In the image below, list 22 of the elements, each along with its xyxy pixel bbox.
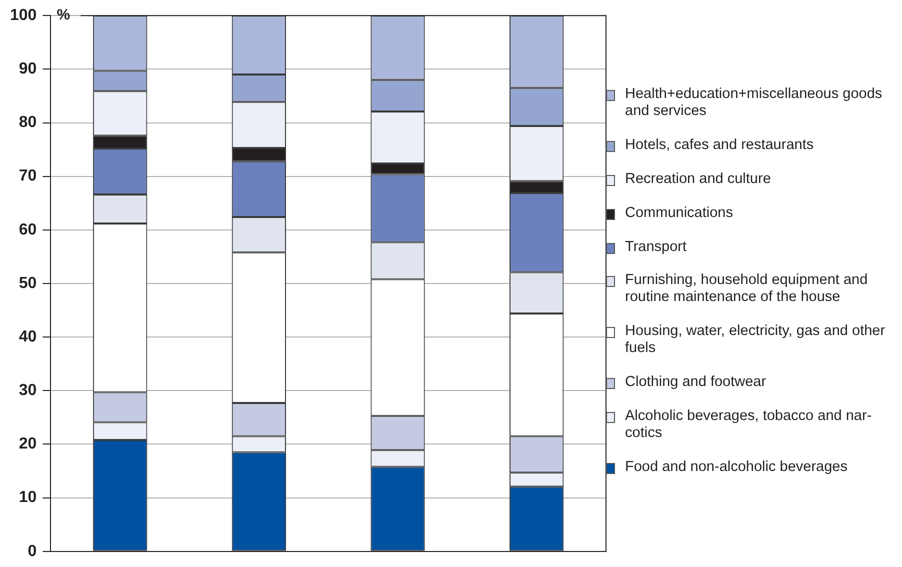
y-tick-label: 30	[18, 382, 37, 400]
legend-label: Hotels, cafes and restaurants	[625, 136, 815, 154]
legend-label: Furnishing, household equipment and routine maintenance of the house	[625, 272, 869, 306]
y-tick-label: 80	[18, 114, 37, 132]
y-tick-label: 20	[18, 436, 37, 453]
y-tick-label: 50	[18, 274, 37, 292]
legend-label: Clothing and footwear	[625, 374, 768, 392]
y-tick-label: 70	[18, 168, 37, 185]
y-tick-label: 100	[10, 7, 37, 24]
legend-label: Transport	[625, 238, 688, 256]
y-tick-label: 60	[18, 221, 37, 238]
legend-label: Recreation and culture	[625, 170, 772, 188]
y-tick-label: 90	[18, 60, 37, 78]
legend-label: Alcoholic beverages, tobacco and nar-cotics	[625, 408, 873, 442]
legend-label: Food and non-alcoholic beverages	[625, 458, 848, 476]
legend-label: Communications	[625, 204, 734, 222]
y-axis-title: %	[56, 6, 70, 24]
y-tick-label: 10	[18, 489, 37, 506]
legend-label: Health+education+miscellaneous goods and services	[625, 86, 884, 120]
y-tick-label: 40	[18, 328, 37, 346]
y-tick-label: 0	[28, 542, 37, 560]
text: Housing, water, electricity, gas and other fuels	[625, 323, 886, 358]
